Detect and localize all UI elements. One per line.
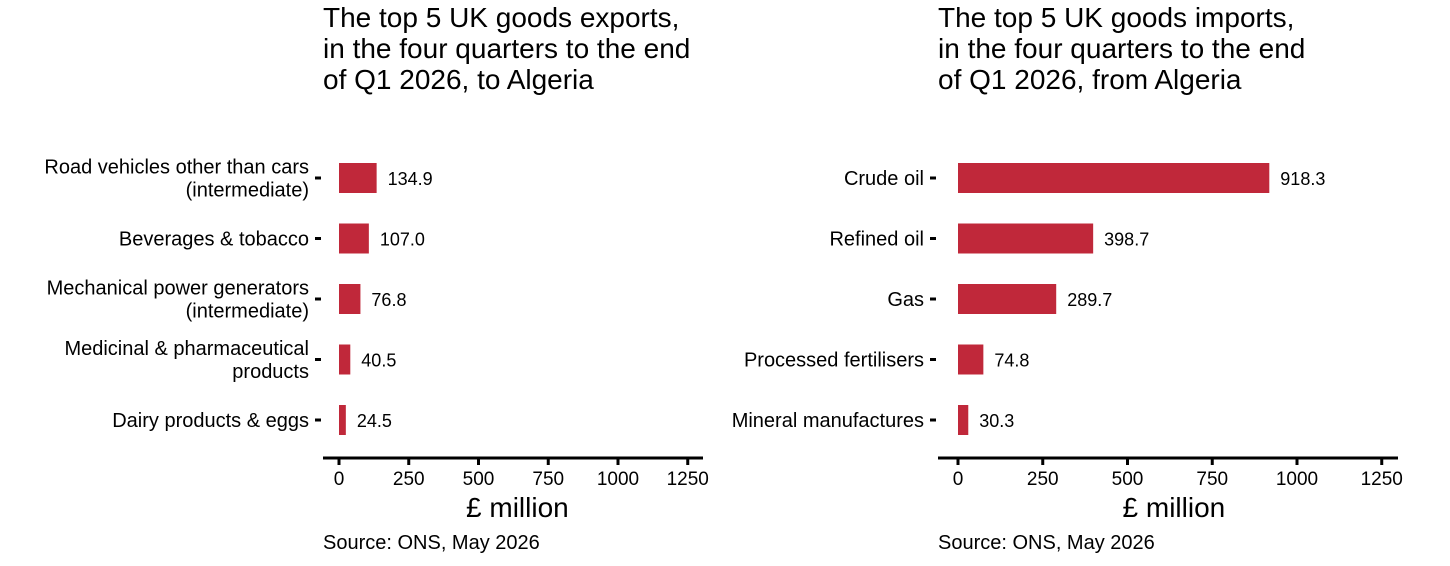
imports-x-axis-title: £ million xyxy=(1123,492,1226,523)
imports-x-tick-label: 1000 xyxy=(1276,469,1318,490)
exports-x-tick-label: 1250 xyxy=(667,469,709,490)
imports-x-tick-label: 1250 xyxy=(1361,469,1403,490)
exports-source-note: Source: ONS, May 2026 xyxy=(323,532,540,554)
exports-value-label: 107.0 xyxy=(380,230,425,250)
exports-value-label: 76.8 xyxy=(371,290,406,310)
exports-bar xyxy=(339,163,377,193)
imports-bar xyxy=(958,344,984,375)
exports-category-label: products xyxy=(232,361,309,383)
exports-category-label: Mechanical power generators xyxy=(47,278,309,300)
exports-bar-chart: Road vehicles other than cars(intermedia… xyxy=(44,157,709,524)
exports-chart-panel: The top 5 UK goods exports, in the four … xyxy=(0,0,720,566)
exports-x-tick-label: 250 xyxy=(393,469,425,490)
imports-category-label: Mineral manufactures xyxy=(732,410,924,432)
imports-value-label: 30.3 xyxy=(979,411,1014,431)
exports-x-tick-label: 500 xyxy=(463,469,495,490)
imports-x-tick-label: 0 xyxy=(953,469,964,490)
imports-x-tick-label: 500 xyxy=(1112,469,1144,490)
exports-x-tick-label: 0 xyxy=(334,469,345,490)
exports-value-label: 40.5 xyxy=(361,351,396,371)
imports-value-label: 398.7 xyxy=(1104,230,1149,250)
imports-category-label: Crude oil xyxy=(844,168,924,190)
imports-x-tick-label: 250 xyxy=(1027,469,1059,490)
imports-value-label: 74.8 xyxy=(994,351,1029,371)
imports-value-label: 918.3 xyxy=(1280,169,1325,189)
exports-bar xyxy=(339,284,361,314)
imports-bar xyxy=(958,284,1057,314)
imports-bar xyxy=(958,163,1270,193)
exports-bar xyxy=(339,344,351,375)
exports-category-label: (intermediate) xyxy=(186,180,309,202)
exports-x-tick-label: 750 xyxy=(532,469,564,490)
exports-value-label: 24.5 xyxy=(357,411,392,431)
exports-category-label: Medicinal & pharmaceutical xyxy=(64,338,309,360)
exports-x-axis-title: £ million xyxy=(466,492,569,523)
imports-bar xyxy=(958,223,1094,254)
imports-bar-chart: Crude oil 918.3 Refined oil 398.7 Gas 289.7 Pr… xyxy=(732,163,1403,523)
exports-category-label: Road vehicles other than cars xyxy=(44,157,309,179)
exports-category-label: (intermediate) xyxy=(186,301,309,323)
imports-chart-title: The top 5 UK goods imports, in the four … xyxy=(938,2,1306,95)
exports-bar xyxy=(339,405,346,435)
exports-category-label: Beverages & tobacco xyxy=(119,229,309,251)
imports-value-label: 289.7 xyxy=(1067,290,1112,310)
imports-category-label: Processed fertilisers xyxy=(744,350,924,372)
exports-x-tick-label: 1000 xyxy=(597,469,639,490)
imports-chart-panel: The top 5 UK goods imports, in the four … xyxy=(720,0,1420,566)
exports-bar xyxy=(339,223,369,254)
imports-category-label: Gas xyxy=(887,289,924,311)
imports-bar xyxy=(958,405,969,435)
imports-x-tick-label: 750 xyxy=(1196,469,1228,490)
exports-category-label: Dairy products & eggs xyxy=(112,410,309,432)
exports-value-label: 134.9 xyxy=(388,169,433,189)
imports-source-note: Source: ONS, May 2026 xyxy=(938,532,1155,554)
exports-chart-title: The top 5 UK goods exports, in the four … xyxy=(323,2,691,95)
imports-category-label: Refined oil xyxy=(829,229,924,251)
